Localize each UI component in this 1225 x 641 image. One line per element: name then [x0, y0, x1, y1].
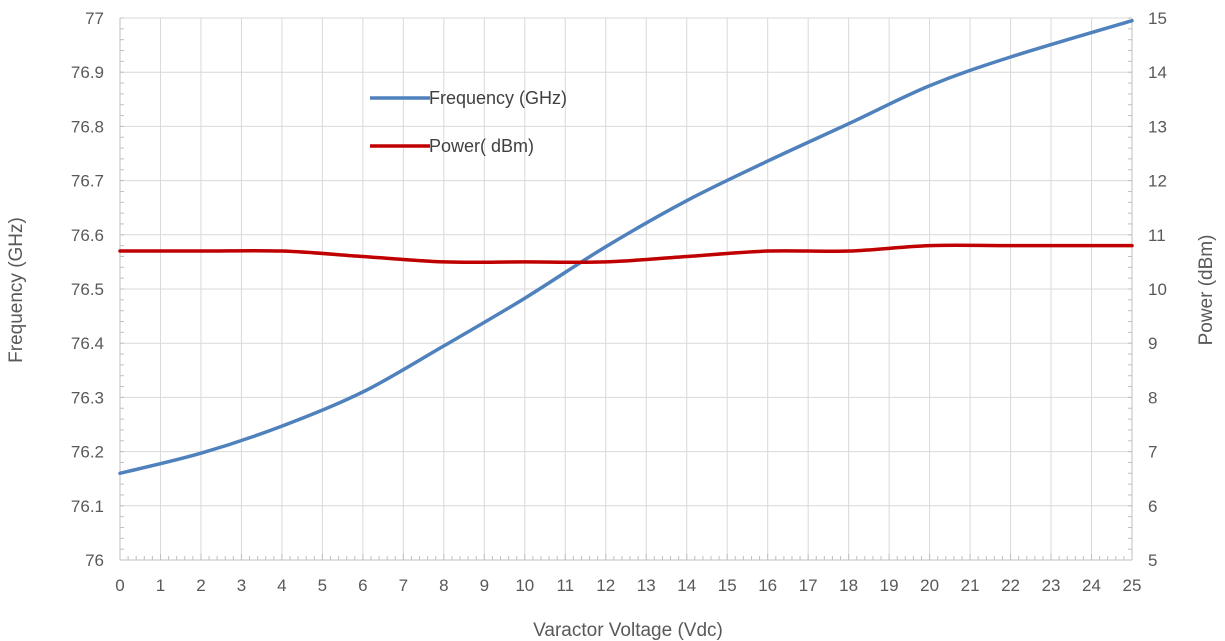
- right-y-tick-label: 5: [1148, 551, 1157, 570]
- x-axis-title: Varactor Voltage (Vdc): [533, 620, 723, 641]
- legend-label-frequency: Frequency (GHz): [429, 88, 567, 108]
- right-y-tick-label: 6: [1148, 497, 1157, 516]
- series-line-frequency: [118, 18, 1134, 476]
- left-y-axis-title: Frequency (GHz): [6, 217, 27, 363]
- x-tick-label: 17: [799, 576, 818, 595]
- left-y-tick-label: 76.2: [71, 443, 104, 462]
- left-y-tick-label: 76.9: [71, 63, 104, 82]
- right-y-tick-label: 10: [1148, 280, 1167, 299]
- series-lines: [118, 18, 1134, 476]
- x-tick-label: 19: [880, 576, 899, 595]
- right-y-tick-label: 13: [1148, 117, 1167, 136]
- x-tick-label: 7: [399, 576, 408, 595]
- left-y-tick-label: 76.4: [71, 334, 104, 353]
- x-tick-label: 23: [1042, 576, 1061, 595]
- x-tick-label: 14: [677, 576, 696, 595]
- tick-labels: 0 1 2 3 4 5 6 7 8 9 10 11 12 13 14 15 16 17 18 19 20 21 22 23 24…: [71, 9, 1167, 595]
- x-tick-label: 21: [961, 576, 980, 595]
- x-tick-label: 25: [1123, 576, 1142, 595]
- right-y-tick-label: 9: [1148, 334, 1157, 353]
- x-tick-label: 18: [839, 576, 858, 595]
- x-tick-label: 3: [237, 576, 246, 595]
- left-y-tick-label: 77: [85, 9, 104, 28]
- legend: Frequency (GHz) Power( dBm): [370, 88, 567, 156]
- x-tick-label: 15: [718, 576, 737, 595]
- x-tick-label: 11: [556, 576, 574, 595]
- left-y-tick-label: 76.8: [71, 117, 104, 136]
- x-tick-label: 20: [920, 576, 939, 595]
- x-tick-label: 8: [439, 576, 448, 595]
- series-line-power: [118, 243, 1134, 265]
- x-tick-label: 24: [1082, 576, 1101, 595]
- left-y-tick-label: 76.3: [71, 388, 104, 407]
- left-y-tick-label: 76.6: [71, 226, 104, 245]
- legend-label-power: Power( dBm): [429, 136, 534, 156]
- left-y-tick-label: 76.5: [71, 280, 104, 299]
- x-tick-label: 9: [480, 576, 489, 595]
- right-y-tick-label: 15: [1148, 9, 1167, 28]
- x-tick-label: 5: [318, 576, 327, 595]
- gridlines: [119, 17, 1133, 561]
- right-y-axis-title: Power (dBm): [1196, 235, 1217, 346]
- right-y-tick-label: 7: [1148, 443, 1157, 462]
- right-y-tick-label: 12: [1148, 172, 1167, 191]
- right-y-tick-label: 11: [1148, 226, 1166, 245]
- x-tick-label: 13: [637, 576, 656, 595]
- x-tick-label: 6: [358, 576, 367, 595]
- left-y-tick-label: 76.1: [71, 497, 104, 516]
- x-tick-label: 16: [758, 576, 777, 595]
- right-y-tick-label: 8: [1148, 388, 1157, 407]
- x-tick-label: 1: [156, 576, 165, 595]
- x-tick-label: 4: [277, 576, 286, 595]
- left-y-tick-label: 76: [85, 551, 104, 570]
- x-tick-label: 22: [1001, 576, 1020, 595]
- x-tick-label: 0: [115, 576, 124, 595]
- x-tick-label: 2: [196, 576, 205, 595]
- plot-frame: [119, 17, 1133, 561]
- x-tick-label: 10: [515, 576, 534, 595]
- x-tick-label: 12: [596, 576, 615, 595]
- right-y-tick-label: 14: [1148, 63, 1167, 82]
- left-y-tick-label: 76.7: [71, 172, 104, 191]
